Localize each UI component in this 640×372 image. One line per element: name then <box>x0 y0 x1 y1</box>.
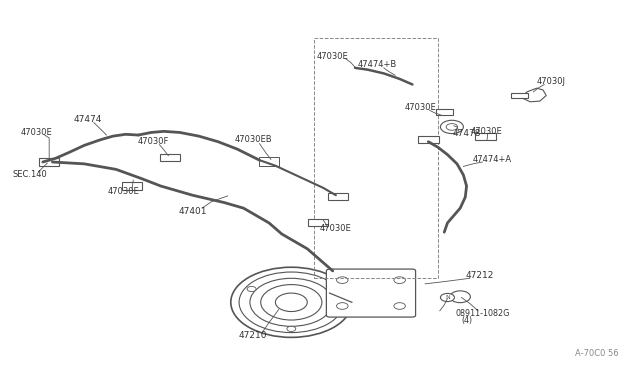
Circle shape <box>440 120 463 134</box>
Circle shape <box>450 291 470 303</box>
FancyBboxPatch shape <box>326 269 415 317</box>
Text: 47030E: 47030E <box>108 187 140 196</box>
Circle shape <box>287 326 296 331</box>
Circle shape <box>394 303 405 310</box>
Text: 47478: 47478 <box>452 129 481 138</box>
Text: 47030E: 47030E <box>320 224 352 233</box>
Text: 47030E: 47030E <box>317 52 349 61</box>
Text: SEC.140: SEC.140 <box>13 170 47 179</box>
Circle shape <box>326 286 335 292</box>
Text: 47030E: 47030E <box>471 127 503 136</box>
Bar <box>122 182 142 190</box>
Bar <box>511 93 528 99</box>
Text: 47030E: 47030E <box>20 128 52 137</box>
Text: 47474+A: 47474+A <box>472 155 511 164</box>
Text: 47030J: 47030J <box>536 77 565 86</box>
Bar <box>160 154 180 161</box>
Circle shape <box>275 293 307 311</box>
Text: 47030EB: 47030EB <box>234 135 272 144</box>
Text: (4): (4) <box>461 316 472 325</box>
Bar <box>436 109 452 115</box>
Text: 47401: 47401 <box>179 207 207 217</box>
Text: N: N <box>445 295 450 300</box>
Circle shape <box>394 277 405 283</box>
Text: 47030F: 47030F <box>138 137 169 146</box>
Text: A-70C0 56: A-70C0 56 <box>575 350 619 359</box>
Text: 47474: 47474 <box>73 115 102 124</box>
Bar <box>314 38 438 278</box>
Polygon shape <box>521 88 546 102</box>
Bar <box>308 219 328 226</box>
Text: 47474+B: 47474+B <box>358 60 397 70</box>
Circle shape <box>440 294 454 302</box>
Text: 47212: 47212 <box>465 271 493 280</box>
Circle shape <box>337 277 348 283</box>
Bar <box>476 132 496 140</box>
Bar <box>328 193 348 200</box>
Bar <box>39 158 60 166</box>
Text: 08911-1082G: 08911-1082G <box>455 309 509 318</box>
Text: 47030E: 47030E <box>405 103 436 112</box>
Circle shape <box>337 303 348 310</box>
Bar <box>418 136 438 143</box>
Circle shape <box>446 124 458 130</box>
Bar <box>259 157 279 166</box>
Circle shape <box>247 286 256 292</box>
Text: 47210: 47210 <box>239 331 268 340</box>
